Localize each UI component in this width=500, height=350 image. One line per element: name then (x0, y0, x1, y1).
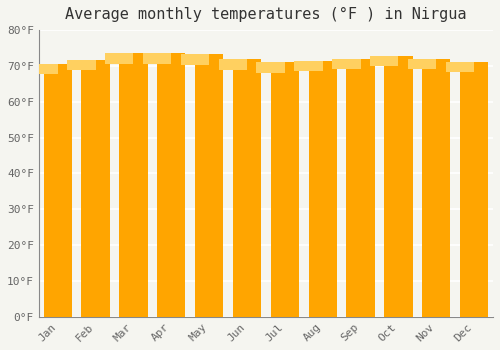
Bar (218, 60, 247, 70)
Bar (332, 59, 360, 69)
Bar (82, 60, 110, 317)
Bar (294, 61, 322, 71)
Bar (270, 62, 299, 317)
Bar (346, 59, 375, 317)
Bar (157, 53, 186, 317)
Bar (30, 64, 58, 74)
Bar (67, 60, 96, 70)
Bar (195, 55, 224, 317)
Bar (44, 64, 72, 317)
Bar (460, 62, 488, 317)
Bar (181, 55, 209, 65)
Bar (308, 61, 337, 317)
Bar (408, 59, 436, 69)
Bar (105, 53, 134, 64)
Bar (256, 62, 285, 72)
Bar (422, 59, 450, 317)
Bar (446, 62, 474, 72)
Bar (233, 60, 261, 317)
Bar (119, 53, 148, 317)
Title: Average monthly temperatures (°F ) in Nirgua: Average monthly temperatures (°F ) in Ni… (65, 7, 466, 22)
Bar (370, 56, 398, 66)
Bar (384, 56, 412, 317)
Bar (143, 53, 172, 64)
